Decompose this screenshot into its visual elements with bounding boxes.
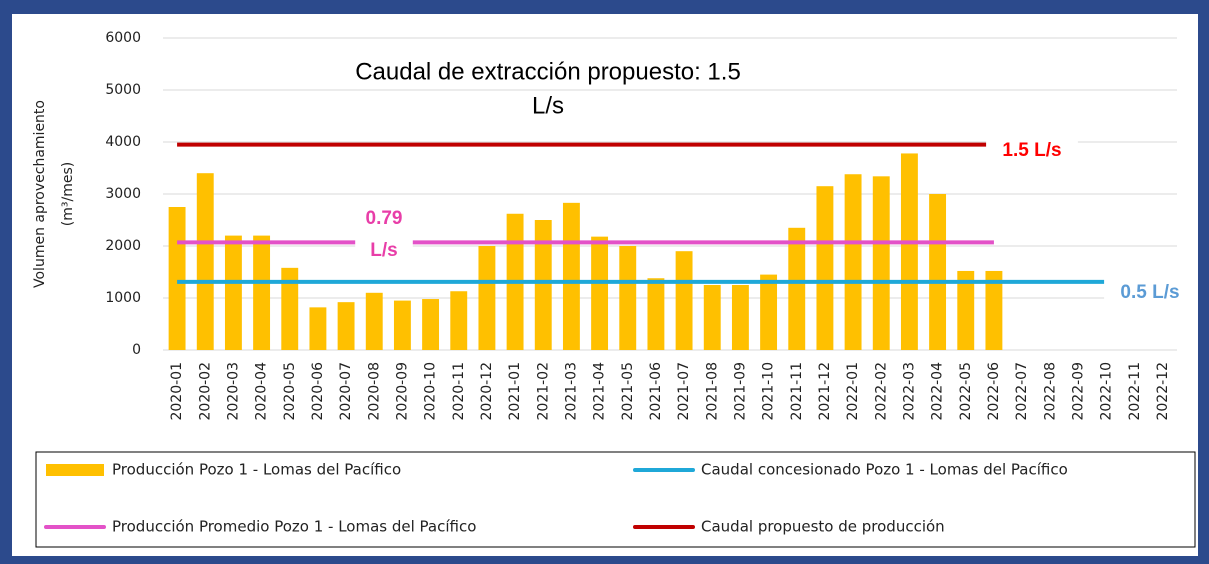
annotation: 1.5 L/s <box>1002 140 1061 161</box>
bar <box>675 251 693 350</box>
bar <box>450 291 468 350</box>
x-tick-label: 2020-03 <box>225 362 241 421</box>
bar <box>929 194 947 350</box>
x-tick-label: 2021-12 <box>817 362 833 421</box>
x-tick-label: 2020-09 <box>394 362 410 421</box>
y-tick-label: 1000 <box>105 290 141 306</box>
bar <box>760 274 778 350</box>
x-tick-label: 2020-12 <box>479 362 495 421</box>
x-tick-label: 2021-06 <box>648 362 664 421</box>
x-tick-label: 2022-08 <box>1042 362 1058 421</box>
legend-box <box>35 451 1196 548</box>
x-tick-label: 2021-05 <box>620 362 636 421</box>
x-tick-label: 2022-12 <box>1155 362 1171 421</box>
x-tick-label: 2022-06 <box>986 362 1002 421</box>
x-tick-label: 2021-03 <box>563 362 579 421</box>
x-tick-label: 2020-10 <box>423 362 439 421</box>
y-tick-label: 3000 <box>105 186 141 202</box>
x-tick-label: 2022-09 <box>1070 362 1086 421</box>
bar <box>281 267 299 350</box>
bar <box>788 227 806 350</box>
annotation: 0.5 L/s <box>1120 282 1179 303</box>
bar <box>224 235 242 350</box>
bar <box>393 300 411 350</box>
x-tick-label: 2020-01 <box>169 362 185 421</box>
y-tick-label: 5000 <box>105 82 141 98</box>
x-tick-label: 2020-06 <box>310 362 326 421</box>
bar <box>253 235 271 350</box>
bar <box>168 207 186 350</box>
x-tick-label: 2020-11 <box>451 362 467 421</box>
y-tick-label: 0 <box>132 342 141 358</box>
x-tick-label: 2022-05 <box>958 362 974 421</box>
bar <box>647 278 665 350</box>
x-tick-label: 2022-03 <box>901 362 917 421</box>
bar <box>900 153 918 350</box>
annotation: 0.79 <box>366 208 403 229</box>
annotation-bg <box>355 201 413 265</box>
x-tick-label: 2021-08 <box>704 362 720 421</box>
x-tick-label: 2022-07 <box>1014 362 1030 421</box>
bar <box>337 302 355 350</box>
x-tick-label: 2021-09 <box>732 362 748 421</box>
x-tick-label: 2021-02 <box>535 362 551 421</box>
x-tick-label: 2021-07 <box>676 362 692 421</box>
legend-label: Producción Promedio Pozo 1 - Lomas del P… <box>112 518 476 536</box>
bar <box>731 285 749 350</box>
x-tick-label: 2022-02 <box>873 362 889 421</box>
bar <box>844 174 862 350</box>
x-tick-label: 2020-02 <box>197 362 213 421</box>
x-tick-label: 2022-11 <box>1127 362 1143 421</box>
bar <box>816 186 834 350</box>
bar <box>196 173 214 350</box>
bar <box>478 246 496 350</box>
annotation: Caudal de extracción propuesto: 1.5 <box>355 58 741 85</box>
x-tick-label: 2020-08 <box>366 362 382 421</box>
y-axis-title: (m³/mes) <box>60 162 76 226</box>
bar <box>591 236 609 350</box>
x-tick-label: 2022-01 <box>845 362 861 421</box>
legend-swatch <box>46 464 104 476</box>
annotation: L/s <box>532 92 564 119</box>
bar <box>365 292 383 350</box>
bar <box>309 307 327 350</box>
bar <box>422 299 440 350</box>
x-tick-label: 2021-01 <box>507 362 523 421</box>
bar <box>872 176 890 350</box>
legend-label: Caudal propuesto de producción <box>701 518 945 536</box>
y-tick-label: 6000 <box>105 30 141 46</box>
x-tick-label: 2020-05 <box>282 362 298 421</box>
bar <box>985 270 1003 350</box>
bar <box>619 246 637 350</box>
bar <box>703 285 721 350</box>
bar <box>957 270 975 350</box>
annotation-bg <box>1104 279 1196 303</box>
x-tick-label: 2022-10 <box>1099 362 1115 421</box>
annotation: L/s <box>370 240 397 261</box>
legend-label: Caudal concesionado Pozo 1 - Lomas del P… <box>701 461 1068 479</box>
x-tick-label: 2021-11 <box>789 362 805 421</box>
y-tick-label: 4000 <box>105 134 141 150</box>
y-axis-title: Volumen aprovechamiento <box>32 100 48 288</box>
annotation-bg <box>986 137 1078 161</box>
x-tick-label: 2020-04 <box>254 362 270 421</box>
x-tick-label: 2021-10 <box>761 362 777 421</box>
bar <box>534 220 552 350</box>
legend-label: Producción Pozo 1 - Lomas del Pacífico <box>112 461 401 479</box>
y-tick-label: 2000 <box>105 238 141 254</box>
x-tick-label: 2021-04 <box>592 362 608 421</box>
x-tick-label: 2020-07 <box>338 362 354 421</box>
bar <box>562 202 580 350</box>
x-tick-label: 2022-04 <box>930 362 946 421</box>
